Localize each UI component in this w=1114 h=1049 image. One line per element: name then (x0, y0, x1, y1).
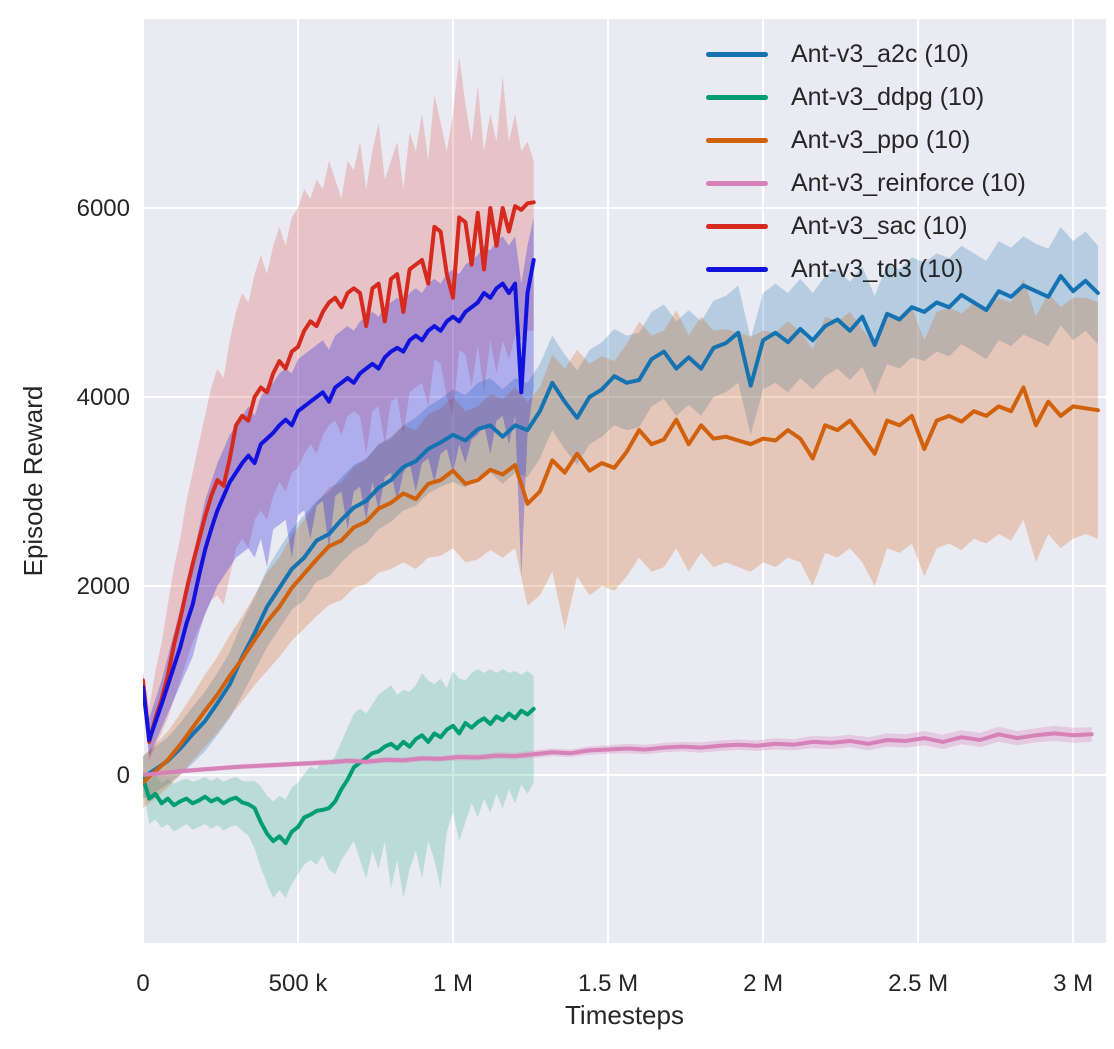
x-tick-label: 2 M (743, 970, 783, 997)
legend-item-td3: Ant-v3_td3 (10) (706, 248, 1026, 291)
legend-label-a2c: Ant-v3_a2c (10) (791, 40, 969, 68)
band-ant-v3-ddpg-10- (143, 669, 534, 898)
legend-item-reinforce: Ant-v3_reinforce (10) (706, 162, 1026, 205)
line-ant-v3-a2c-10- (143, 274, 1100, 780)
plot-area (143, 56, 1100, 898)
y-tick-label: 2000 (77, 573, 130, 600)
x-tick-label: 0 (136, 970, 149, 997)
y-tick-label: 4000 (77, 384, 130, 411)
x-tick-label: 2.5 M (888, 970, 948, 997)
x-tick-label: 3 M (1053, 970, 1093, 997)
legend-line-swatch-ddpg (706, 95, 768, 100)
legend-item-sac: Ant-v3_sac (10) (706, 205, 1026, 248)
x-tick-label: 1 M (433, 970, 473, 997)
line-ant-v3-ddpg-10- (143, 706, 536, 845)
band-ant-v3-reinforce-10- (143, 725, 1092, 777)
line-ant-v3-sac-10- (143, 200, 536, 744)
legend-line-swatch-sac (706, 224, 768, 229)
legend-line-swatch-td3 (706, 267, 768, 272)
line-ant-v3-td3-10- (143, 258, 536, 742)
legend-item-ddpg: Ant-v3_ddpg (10) (706, 76, 1026, 119)
line-ant-v3-reinforce-10- (143, 731, 1094, 777)
legend-line-swatch-a2c (706, 52, 768, 57)
y-tick-label: 0 (117, 762, 130, 789)
band-ant-v3-sac-10- (143, 56, 534, 761)
legend: Ant-v3_a2c (10) Ant-v3_ddpg (10) Ant-v3_… (706, 33, 1026, 291)
legend-line-swatch-ppo (706, 138, 768, 143)
x-tick-label: 500 k (269, 970, 329, 997)
line-ant-v3-ppo-10- (143, 385, 1100, 785)
legend-label-reinforce: Ant-v3_reinforce (10) (791, 169, 1026, 197)
band-ant-v3-td3-10- (143, 217, 534, 757)
band-ant-v3-ppo-10- (143, 278, 1098, 809)
legend-item-ppo: Ant-v3_ppo (10) (706, 119, 1026, 162)
band-ant-v3-a2c-10- (143, 226, 1098, 799)
legend-label-ppo: Ant-v3_ppo (10) (791, 126, 971, 154)
plot-background (143, 19, 1106, 943)
legend-label-td3: Ant-v3_td3 (10) (791, 255, 964, 283)
y-axis-title: Episode Reward (18, 386, 48, 577)
legend-label-ddpg: Ant-v3_ddpg (10) (791, 83, 985, 111)
x-axis-title: Timesteps (565, 1000, 684, 1030)
legend-item-a2c: Ant-v3_a2c (10) (706, 33, 1026, 76)
x-tick-label: 1.5 M (578, 970, 638, 997)
y-tick-label: 6000 (77, 195, 130, 222)
legend-label-sac: Ant-v3_sac (10) (791, 212, 968, 240)
legend-line-swatch-reinforce (706, 181, 768, 186)
